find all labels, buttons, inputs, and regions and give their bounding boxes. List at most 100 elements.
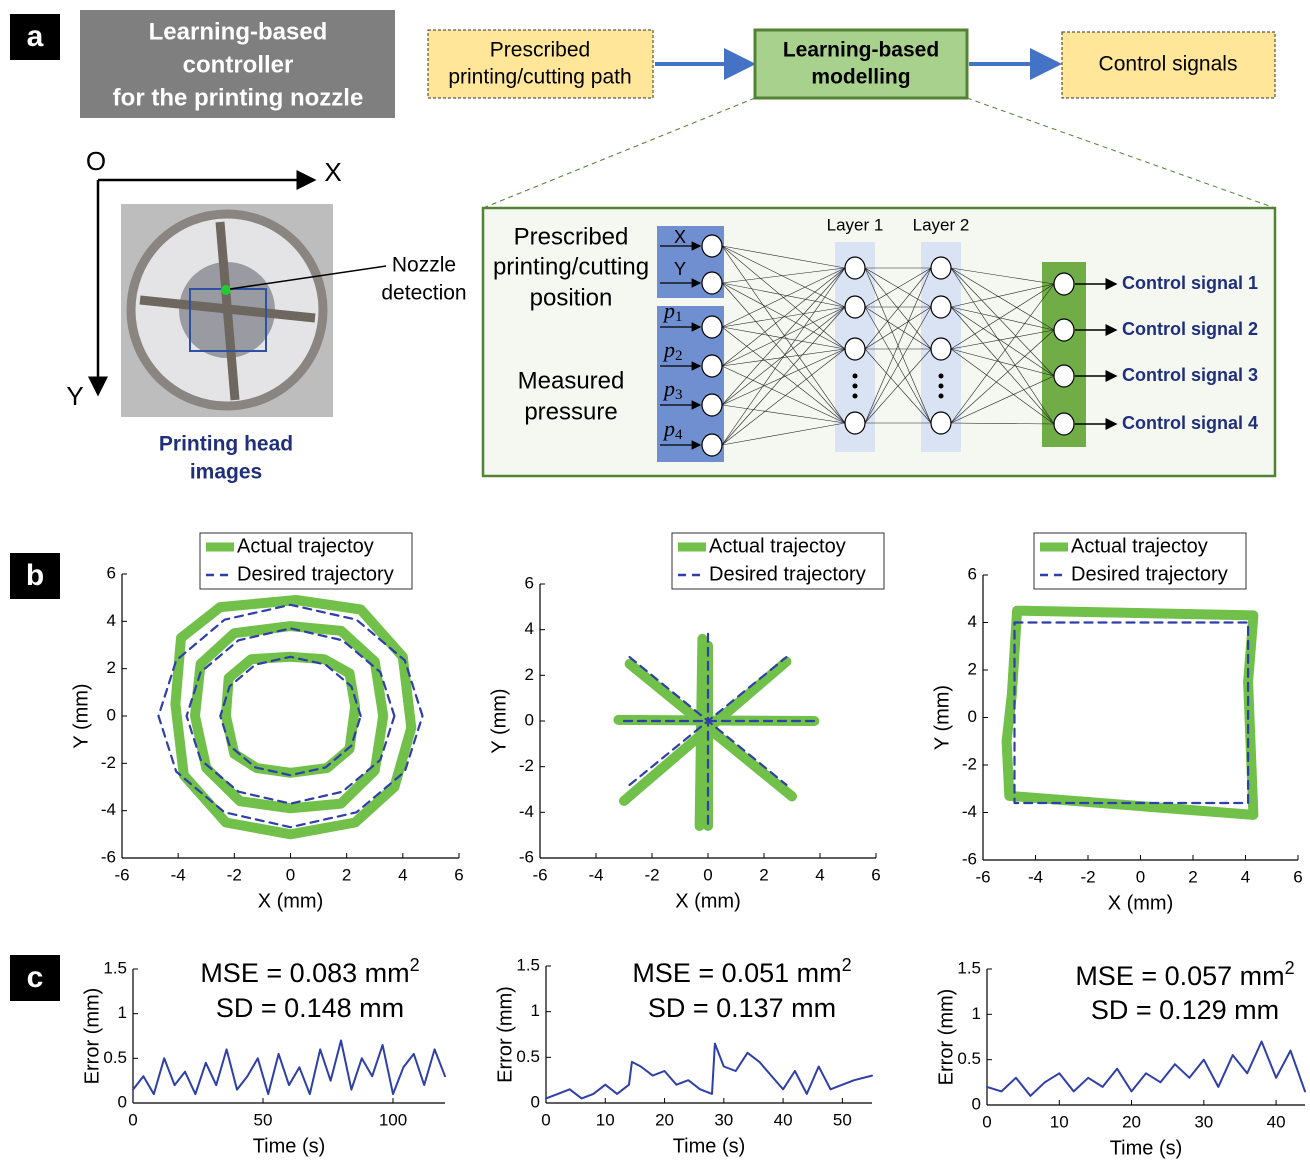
annotation: MSE = 0.057 mm2 [1075,958,1294,991]
y-axis-label: Y (mm) [70,683,92,748]
page: { "panel_labels":["a","b","c"], "control… [0,0,1310,1162]
y-tick-label: -4 [519,802,534,821]
neuron [931,412,951,434]
neuron [702,272,722,294]
pressure-index: 1 [675,309,683,325]
x-tick-label: 50 [833,1110,852,1129]
pressure-index: 3 [675,387,683,403]
layer-label: Layer 1 [827,215,884,234]
x-tick-label: 2 [759,865,768,884]
y-axis-label: Error (mm) [494,986,516,1083]
y-tick-label: 0 [531,1092,540,1111]
x-tick-label: 40 [774,1110,793,1129]
annotation: MSE = 0.083 mm2 [200,955,419,988]
series-line [1015,623,1249,804]
x-axis-label: X (mm) [675,890,741,912]
output-label: Control signal 2 [1122,319,1258,339]
series-line [546,1044,872,1099]
panel-label: b [26,559,44,592]
callout: detection [381,282,466,305]
neuron [931,338,951,360]
x-tick-label: 6 [454,865,463,884]
x-tick-label: 6 [871,865,880,884]
neuron [702,355,722,377]
series-line [618,639,814,826]
y-tick-label: 2 [107,658,116,677]
legend-label: Actual trajectoy [709,535,846,557]
neuron [1054,319,1074,341]
callout: Nozzle [392,254,456,277]
y-tick-label: 4 [968,612,977,631]
neuron [702,434,722,456]
x-tick-label: 4 [815,865,824,884]
flow-text: printing/cutting path [448,66,631,89]
output-label: Control signal 3 [1122,365,1258,385]
x-tick-label: -6 [975,867,990,886]
x-axis-label: X (mm) [258,890,324,912]
caption: images [190,461,262,484]
flow-text: Control signals [1099,53,1238,76]
panel-label: a [27,20,44,53]
y-axis-label: Error (mm) [935,989,957,1086]
y-axis-label: Error (mm) [81,988,103,1085]
x-tick-label: -2 [1080,867,1095,886]
pressure-symbol: p [662,337,675,362]
output-label: Control signal 1 [1122,273,1258,293]
ellipsis-dot [853,374,858,379]
x-tick-label: -2 [644,865,659,884]
x-axis-label: Time (s) [673,1135,746,1157]
network-label: position [530,284,613,311]
x-tick-label: 50 [254,1110,273,1129]
output-label: Control signal 4 [1122,413,1258,433]
axis-name: Y [66,381,83,411]
title-line: for the printing nozzle [113,84,364,111]
series-line [987,1042,1305,1096]
x-tick-label: -6 [532,865,547,884]
network-label: printing/cutting [493,253,649,280]
annotation-text: MSE = 0.051 mm [632,958,841,988]
y-tick-label: 0 [107,705,116,724]
pressure-symbol: p [662,416,675,441]
neuron [702,394,722,416]
y-tick-label: 0 [118,1092,127,1111]
title-line: Learning-based [149,18,328,45]
flow-text: Learning-based [783,39,939,62]
y-axis-label: Y (mm) [488,688,510,753]
axis-origin: O [86,146,106,176]
network-label: pressure [524,398,617,425]
neuron [845,257,865,279]
legend-label: Desired trajectory [709,563,866,585]
neuron [845,296,865,318]
legend-label: Desired trajectory [1071,563,1228,585]
axis-name: X [324,157,341,187]
neuron [845,412,865,434]
input-label: X [674,227,686,247]
annotation-text: MSE = 0.057 mm [1075,961,1284,991]
annotation-text: MSE = 0.083 mm [200,958,409,988]
pressure-index: 4 [675,427,683,443]
annotation-exponent: 2 [410,955,420,975]
x-axis-label: X (mm) [1108,892,1174,914]
series-line [133,1041,445,1095]
flow-text: modelling [811,66,910,89]
ellipsis-dot [939,384,944,389]
x-tick-label: 100 [379,1110,407,1129]
x-tick-label: 2 [1188,867,1197,886]
neuron [1054,365,1074,387]
layer-label: Layer 2 [913,215,970,234]
x-tick-label: 0 [982,1112,991,1131]
y-tick-label: 1.5 [103,958,127,977]
zoom-line [483,98,755,208]
y-tick-label: 4 [525,619,534,638]
neuron [1054,273,1074,295]
network-label: Prescribed [514,223,629,250]
charts: -6-4-20246-6-4-20246X (mm)Y (mm)Actual t… [70,533,1305,1159]
ellipsis-dot [853,384,858,389]
y-tick-label: -2 [962,754,977,773]
y-tick-label: -6 [101,847,116,866]
x-tick-label: -6 [114,865,129,884]
nozzle [221,285,231,295]
x-tick-label: 0 [703,865,712,884]
ellipsis-dot [853,394,858,399]
x-tick-label: 20 [1122,1112,1141,1131]
